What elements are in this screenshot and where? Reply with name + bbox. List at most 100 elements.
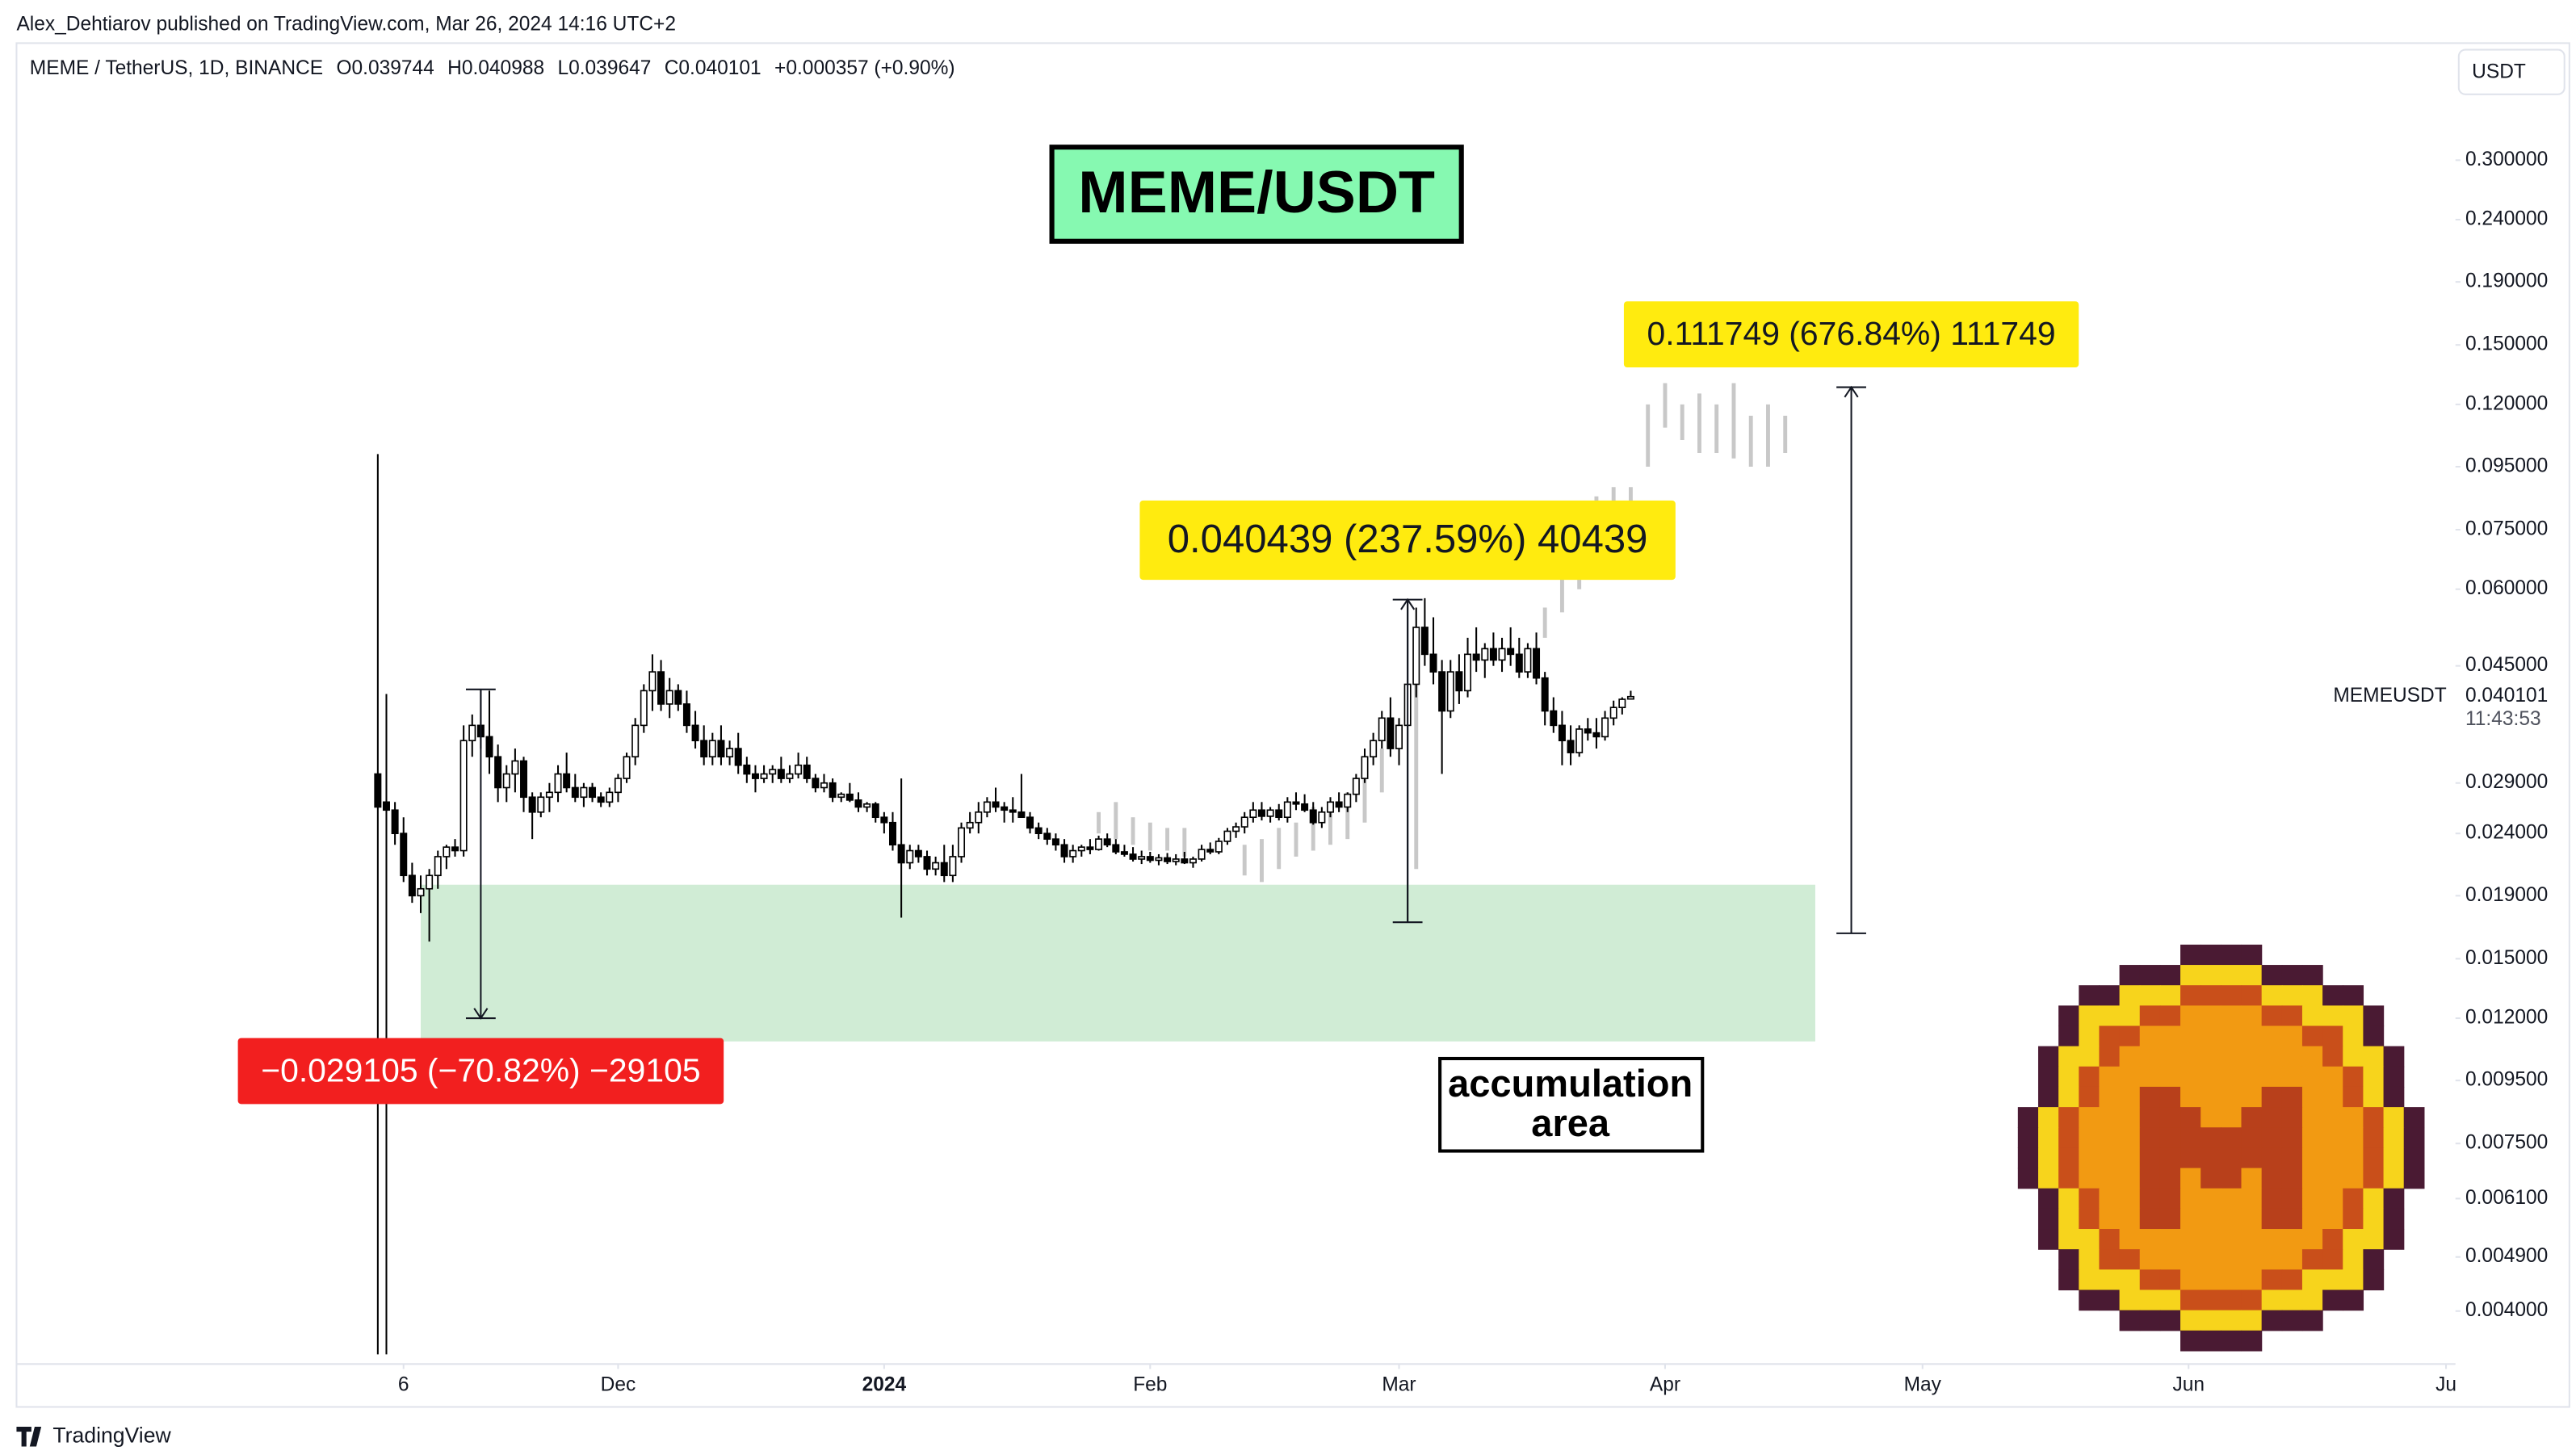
- candle-body: [906, 849, 914, 864]
- candle-body: [1309, 809, 1317, 824]
- candle-body: [1550, 710, 1558, 727]
- candle-body: [1215, 841, 1223, 853]
- candle-body: [502, 773, 510, 789]
- coin-pixel: [2180, 1229, 2201, 1250]
- coin-pixel: [2403, 1127, 2425, 1149]
- coin-pixel: [2159, 1147, 2181, 1169]
- candle-body: [1618, 698, 1626, 709]
- coin-pixel: [2281, 1289, 2303, 1311]
- coin-pixel: [2037, 1168, 2059, 1189]
- coin-pixel: [2017, 1127, 2039, 1149]
- y-tick-label: 0.004900: [2465, 1245, 2548, 1267]
- candle-body: [837, 793, 845, 799]
- coin-pixel: [2159, 985, 2181, 1006]
- coin-pixel: [2159, 1107, 2181, 1128]
- coin-pixel: [2241, 1208, 2263, 1230]
- currency-button[interactable]: [2457, 48, 2566, 95]
- coin-pixel: [2241, 1249, 2263, 1270]
- candle-body: [571, 786, 579, 799]
- coin-pixel: [2343, 985, 2364, 1006]
- coin-logo: [2017, 944, 2425, 1352]
- coin-pixel: [2221, 1005, 2242, 1027]
- candle-body: [863, 803, 871, 808]
- measure-label-box: [1139, 500, 1676, 581]
- candle-body: [751, 773, 759, 779]
- coin-pixel: [2261, 1168, 2283, 1189]
- currency-label[interactable]: USDT: [2472, 61, 2526, 83]
- coin-pixel: [2099, 1005, 2121, 1027]
- candle-body: [1395, 724, 1403, 749]
- coin-pixel: [2281, 1025, 2303, 1047]
- coin-pixel: [2221, 1188, 2242, 1210]
- candle-body: [494, 756, 502, 789]
- coin-pixel: [2281, 1086, 2303, 1108]
- coin-pixel: [2301, 1127, 2323, 1149]
- coin-pixel: [2159, 1188, 2181, 1210]
- coin-pixel: [2301, 1168, 2323, 1189]
- x-tick-label: Mar: [1382, 1373, 1416, 1395]
- y-tick-label: 0.015000: [2465, 947, 2548, 969]
- candle-body: [1292, 801, 1300, 805]
- coin-pixel: [2281, 1147, 2303, 1169]
- candle-body: [795, 764, 803, 775]
- y-tick-label: 0.004000: [2465, 1299, 2548, 1321]
- candle-body: [1533, 648, 1541, 679]
- coin-pixel: [2201, 1249, 2221, 1270]
- coin-pixel: [2261, 1310, 2283, 1331]
- coin-pixel: [2201, 1107, 2221, 1128]
- coin-pixel: [2261, 1005, 2283, 1027]
- x-tick-label: Dec: [601, 1373, 636, 1395]
- coin-pixel: [2180, 1269, 2201, 1291]
- coin-pixel: [2221, 1269, 2242, 1291]
- coin-pixel: [2343, 1086, 2364, 1108]
- coin-pixel: [2241, 1086, 2263, 1108]
- coin-pixel: [2119, 1269, 2141, 1291]
- coin-pixel: [2139, 1066, 2161, 1088]
- candle-body: [888, 821, 896, 846]
- candle-body: [1103, 838, 1111, 846]
- coin-pixel: [2099, 1208, 2121, 1230]
- candle-body: [417, 887, 425, 897]
- coin-pixel: [2301, 1188, 2323, 1210]
- candle-body: [949, 856, 957, 877]
- x-tick-label: Jun: [2172, 1373, 2205, 1395]
- coin-pixel: [2322, 1086, 2343, 1108]
- coin-pixel: [2119, 1249, 2141, 1270]
- candle-body: [1498, 648, 1506, 661]
- y-tick-label: 0.019000: [2465, 884, 2548, 906]
- candle-body: [648, 671, 657, 692]
- candle-body: [1129, 853, 1137, 860]
- chart-title: MEME/USDT: [1078, 158, 1435, 225]
- coin-pixel: [2079, 1005, 2100, 1027]
- coin-pixel: [2017, 1107, 2039, 1128]
- candle-body: [1138, 856, 1146, 860]
- measure: [465, 688, 496, 1020]
- coin-pixel: [2301, 1046, 2323, 1067]
- candle-body: [777, 769, 785, 779]
- candle-body: [597, 796, 605, 803]
- coin-pixel: [2343, 1188, 2364, 1210]
- coin-pixel: [2322, 1229, 2343, 1250]
- coin-pixel: [2383, 1107, 2405, 1128]
- coin-pixel: [2201, 985, 2221, 1006]
- coin-pixel: [2058, 1107, 2079, 1128]
- candle-body: [1026, 816, 1034, 829]
- coin-pixel: [2079, 1025, 2100, 1047]
- coin-pixel: [2363, 1208, 2385, 1230]
- coin-pixel: [2201, 1127, 2221, 1149]
- coin-pixel: [2099, 1127, 2121, 1149]
- coin-pixel: [2201, 1066, 2221, 1088]
- candle-body: [1172, 858, 1180, 862]
- measure: [1836, 385, 1866, 934]
- candle-body: [426, 874, 434, 890]
- coin-pixel: [2363, 1066, 2385, 1088]
- coin-pixel: [2119, 1310, 2141, 1331]
- candle-body: [1378, 717, 1386, 742]
- y-tick-label: 0.240000: [2465, 208, 2548, 230]
- coin-pixel: [2139, 1188, 2161, 1210]
- coin-pixel: [2201, 1168, 2221, 1189]
- candle-body: [1232, 826, 1240, 832]
- coin-pixel: [2261, 1249, 2283, 1270]
- coin-pixel: [2383, 1086, 2405, 1108]
- candle-body: [769, 769, 777, 775]
